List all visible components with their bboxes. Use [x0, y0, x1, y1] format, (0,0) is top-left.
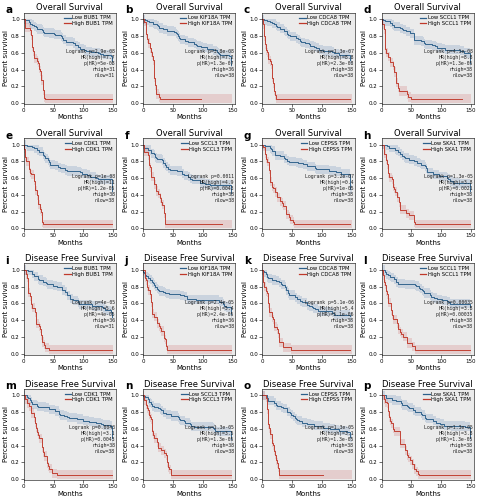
- Text: Logrank p=1e-08
HR(high)=11
p(HR)=1.2e-05
nhigh=38
nlow=38: Logrank p=1e-08 HR(high)=11 p(HR)=1.2e-0…: [72, 174, 115, 204]
- X-axis label: Months: Months: [415, 240, 441, 246]
- Text: g: g: [244, 130, 252, 140]
- Text: Logrank p=1.3e-05
HR(high)=3.1
p(HR)=1.3e-05
nhigh=38
nlow=38: Logrank p=1.3e-05 HR(high)=3.1 p(HR)=1.3…: [305, 425, 354, 454]
- Text: Logrank p=0.0011
HR(high)=4.9
p(HR)=0.0043
nhigh=38
nlow=38: Logrank p=0.0011 HR(high)=4.9 p(HR)=0.00…: [188, 174, 234, 204]
- Text: d: d: [363, 5, 371, 15]
- Title: Disease Free Survival: Disease Free Survival: [263, 380, 354, 388]
- Y-axis label: Percent survival: Percent survival: [361, 156, 367, 212]
- Title: Disease Free Survival: Disease Free Survival: [144, 380, 235, 388]
- Title: Overall Survival: Overall Survival: [395, 129, 461, 138]
- X-axis label: Months: Months: [57, 114, 83, 120]
- Text: j: j: [125, 256, 128, 266]
- Text: n: n: [125, 382, 132, 392]
- Text: Logrank p=3.8e-08
HR(high)=7.2
p(HR)=1.3e-07
nhigh=36
nlow=38: Logrank p=3.8e-08 HR(high)=7.2 p(HR)=1.3…: [185, 49, 234, 78]
- Text: e: e: [5, 130, 12, 140]
- Text: Logrank p=2.9e-08
HR(high)=7.7
p(HR)=5e-08
nhigh=31
nlow=31: Logrank p=2.9e-08 HR(high)=7.7 p(HR)=5e-…: [66, 49, 115, 78]
- X-axis label: Months: Months: [176, 490, 202, 496]
- X-axis label: Months: Months: [296, 490, 321, 496]
- Text: k: k: [244, 256, 251, 266]
- Y-axis label: Percent survival: Percent survival: [242, 406, 248, 463]
- X-axis label: Months: Months: [176, 240, 202, 246]
- X-axis label: Months: Months: [57, 490, 83, 496]
- Legend: Low CDCA8 TPM, High CDCA8 TPM: Low CDCA8 TPM, High CDCA8 TPM: [297, 264, 354, 279]
- Text: o: o: [244, 382, 251, 392]
- Text: Logrank p=0.0043
HR(high)=3.1
p(HR)=0.0043
nhigh=38
nlow=38: Logrank p=0.0043 HR(high)=3.1 p(HR)=0.00…: [69, 425, 115, 454]
- Title: Overall Survival: Overall Survival: [36, 4, 103, 13]
- Legend: Low SKA1 TPM, High SKA1 TPM: Low SKA1 TPM, High SKA1 TPM: [421, 390, 473, 404]
- Title: Overall Survival: Overall Survival: [275, 4, 342, 13]
- Legend: Low SCCL3 TPM, High SCCL3 TPM: Low SCCL3 TPM, High SCCL3 TPM: [180, 390, 235, 404]
- Y-axis label: Percent survival: Percent survival: [361, 281, 367, 337]
- Y-axis label: Percent survival: Percent survival: [242, 281, 248, 337]
- Text: Logrank p=0.00035
HR(high)=3.8
p(HR)=0.00035
nhigh=38
nlow=38: Logrank p=0.00035 HR(high)=3.8 p(HR)=0.0…: [424, 300, 473, 329]
- Y-axis label: Percent survival: Percent survival: [361, 30, 367, 86]
- Text: f: f: [125, 130, 129, 140]
- Text: a: a: [5, 5, 12, 15]
- Y-axis label: Percent survival: Percent survival: [361, 406, 367, 463]
- Y-axis label: Percent survival: Percent survival: [123, 281, 129, 337]
- Text: l: l: [363, 256, 367, 266]
- Y-axis label: Percent survival: Percent survival: [3, 30, 10, 86]
- Title: Overall Survival: Overall Survival: [156, 4, 223, 13]
- Title: Disease Free Survival: Disease Free Survival: [144, 254, 235, 263]
- Y-axis label: Percent survival: Percent survival: [3, 156, 10, 212]
- X-axis label: Months: Months: [415, 490, 441, 496]
- Text: b: b: [125, 5, 132, 15]
- X-axis label: Months: Months: [57, 365, 83, 371]
- Text: Logrank p=4.1e-08
HR(high)=8.8
p(HR)=1.3e-05
nhigh=38
nlow=38: Logrank p=4.1e-08 HR(high)=8.8 p(HR)=1.3…: [424, 49, 473, 78]
- Text: Logrank p=2.4e-05
HR(high)=5.4
p(HR)=2.4e-05
nhigh=36
nlow=38: Logrank p=2.4e-05 HR(high)=5.4 p(HR)=2.4…: [185, 300, 234, 329]
- X-axis label: Months: Months: [296, 365, 321, 371]
- Y-axis label: Percent survival: Percent survival: [3, 406, 10, 463]
- Title: Disease Free Survival: Disease Free Survival: [24, 380, 115, 388]
- Title: Disease Free Survival: Disease Free Survival: [383, 380, 473, 388]
- Legend: Low CDCA8 TPM, High CDCA8 TPM: Low CDCA8 TPM, High CDCA8 TPM: [297, 14, 354, 28]
- Y-axis label: Percent survival: Percent survival: [123, 406, 129, 463]
- Y-axis label: Percent survival: Percent survival: [123, 30, 129, 86]
- Text: Logrank p=4e-05
HR(high)=5.6
p(HR)=4e-05
nhigh=36
nlow=31: Logrank p=4e-05 HR(high)=5.6 p(HR)=4e-05…: [72, 300, 115, 329]
- Title: Disease Free Survival: Disease Free Survival: [24, 254, 115, 263]
- Text: Logrank p=1.3e-05
HR(high)=3.8
p(HR)=0.0021
nhigh=38
nlow=38: Logrank p=1.3e-05 HR(high)=3.8 p(HR)=0.0…: [424, 174, 473, 204]
- Legend: Low CEPSS TPM, High CEPSS TPM: Low CEPSS TPM, High CEPSS TPM: [299, 390, 354, 404]
- Text: Logrank p=5.1e-06
HR(high)=5.4
p(HR)=5.1e-06
nhigh=38
nlow=38: Logrank p=5.1e-06 HR(high)=5.4 p(HR)=5.1…: [305, 300, 354, 329]
- Title: Overall Survival: Overall Survival: [36, 129, 103, 138]
- Title: Overall Survival: Overall Survival: [275, 129, 342, 138]
- Legend: Low CDK1 TPM, High CDK1 TPM: Low CDK1 TPM, High CDK1 TPM: [62, 390, 115, 404]
- Title: Disease Free Survival: Disease Free Survival: [263, 254, 354, 263]
- Legend: Low SCCL3 TPM, High SCCL3 TPM: Low SCCL3 TPM, High SCCL3 TPM: [180, 138, 235, 154]
- Legend: Low SCCL1 TPM, High SCCL1 TPM: Low SCCL1 TPM, High SCCL1 TPM: [418, 264, 473, 279]
- X-axis label: Months: Months: [176, 365, 202, 371]
- Legend: Low KIF18A TPM, High KIF18A TPM: Low KIF18A TPM, High KIF18A TPM: [178, 264, 235, 279]
- X-axis label: Months: Months: [57, 240, 83, 246]
- Text: Logrank p=3.2e-07
HR(high)=0.4
p(HR)=1e-05
nhigh=38
nlow=38: Logrank p=3.2e-07 HR(high)=0.4 p(HR)=1e-…: [305, 174, 354, 204]
- Text: p: p: [363, 382, 371, 392]
- Title: Overall Survival: Overall Survival: [156, 129, 223, 138]
- Legend: Low KIF18A TPM, High KIF18A TPM: Low KIF18A TPM, High KIF18A TPM: [178, 14, 235, 28]
- Text: Logrank p=1.3e-05
HR(high)=3.5
p(HR)=1.3e-05
nhigh=38
nlow=38: Logrank p=1.3e-05 HR(high)=3.5 p(HR)=1.3…: [185, 425, 234, 454]
- Legend: Low CDK1 TPM, High CDK1 TPM: Low CDK1 TPM, High CDK1 TPM: [62, 138, 115, 154]
- Y-axis label: Percent survival: Percent survival: [123, 156, 129, 212]
- Y-axis label: Percent survival: Percent survival: [3, 281, 10, 337]
- X-axis label: Months: Months: [176, 114, 202, 120]
- Title: Overall Survival: Overall Survival: [395, 4, 461, 13]
- Y-axis label: Percent survival: Percent survival: [242, 30, 248, 86]
- Text: Logrank p=1.3e-07
HR(high)=8.8
p(HR)=2.3e-08
nhigh=38
nlow=38: Logrank p=1.3e-07 HR(high)=8.8 p(HR)=2.3…: [305, 49, 354, 78]
- X-axis label: Months: Months: [296, 114, 321, 120]
- X-axis label: Months: Months: [296, 240, 321, 246]
- Text: i: i: [5, 256, 9, 266]
- Legend: Low CEPSS TPM, High CEPSS TPM: Low CEPSS TPM, High CEPSS TPM: [299, 138, 354, 154]
- Legend: Low BUB1 TPM, High BUB1 TPM: Low BUB1 TPM, High BUB1 TPM: [62, 14, 115, 28]
- Text: h: h: [363, 130, 371, 140]
- Text: m: m: [5, 382, 16, 392]
- Text: Logrank p=1.3e-05
HR(high)=3.8
p(HR)=1.3e-05
nhigh=38
nlow=38: Logrank p=1.3e-05 HR(high)=3.8 p(HR)=1.3…: [424, 425, 473, 454]
- Legend: Low SCCL1 TPM, High SCCL1 TPM: Low SCCL1 TPM, High SCCL1 TPM: [418, 14, 473, 28]
- X-axis label: Months: Months: [415, 114, 441, 120]
- Legend: Low SKA1 TPM, High SKA1 TPM: Low SKA1 TPM, High SKA1 TPM: [421, 138, 473, 154]
- Legend: Low BUB1 TPM, High BUB1 TPM: Low BUB1 TPM, High BUB1 TPM: [62, 264, 115, 279]
- X-axis label: Months: Months: [415, 365, 441, 371]
- Text: c: c: [244, 5, 250, 15]
- Y-axis label: Percent survival: Percent survival: [242, 156, 248, 212]
- Title: Disease Free Survival: Disease Free Survival: [383, 254, 473, 263]
